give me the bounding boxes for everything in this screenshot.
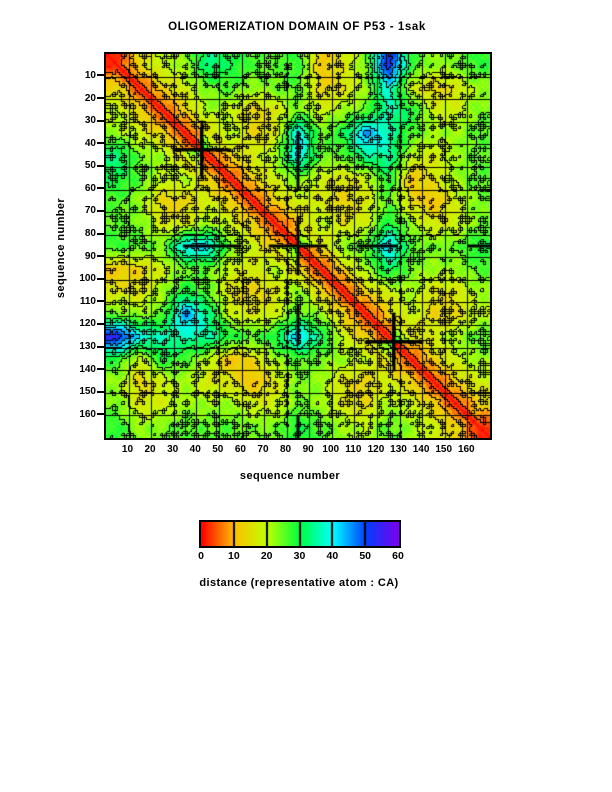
y-tick-mark xyxy=(97,368,105,371)
y-tick-mark xyxy=(97,164,105,167)
colorbar-tick-label: 60 xyxy=(392,550,404,562)
x-tick-label: 70 xyxy=(257,444,269,455)
y-tick-mark xyxy=(97,232,105,235)
y-tick-label: 100 xyxy=(79,273,96,285)
y-tick-mark xyxy=(97,345,105,348)
y-tick-mark xyxy=(97,413,105,416)
x-tick-label: 10 xyxy=(121,444,134,455)
y-tick-label: 140 xyxy=(79,363,96,375)
y-tick-label: 10 xyxy=(84,69,96,81)
y-tick-label: 30 xyxy=(84,115,96,127)
x-tick-label: 160 xyxy=(457,444,475,455)
distance-matrix-heatmap xyxy=(106,54,490,438)
x-tick-label: 50 xyxy=(212,444,224,455)
colorbar-tick-label: 0 xyxy=(198,550,204,562)
y-tick-label: 90 xyxy=(84,250,96,262)
y-tick-label: 130 xyxy=(79,341,96,353)
colorbar-gradient xyxy=(201,522,399,546)
x-tick-label: 140 xyxy=(412,444,430,455)
y-tick-label: 50 xyxy=(84,160,96,172)
x-tick-label: 20 xyxy=(144,444,156,455)
y-tick-mark xyxy=(97,209,105,212)
y-tick-label: 70 xyxy=(84,205,96,217)
x-tick-label: 80 xyxy=(280,444,292,455)
x-tick-label: 150 xyxy=(435,444,453,455)
y-tick-label: 120 xyxy=(79,318,96,330)
x-tick-label: 130 xyxy=(390,444,407,455)
y-tick-mark xyxy=(97,277,105,280)
colorbar-caption: distance (representative atom : CA) xyxy=(199,577,399,589)
x-axis-label: sequence number xyxy=(239,470,341,482)
y-tick-mark xyxy=(97,322,105,325)
y-tick-label: 20 xyxy=(84,92,96,104)
y-tick-label: 150 xyxy=(79,386,96,398)
x-tick-label: 120 xyxy=(367,444,385,455)
y-tick-mark xyxy=(97,119,105,122)
x-tick-label: 60 xyxy=(234,444,246,455)
x-tick-label: 100 xyxy=(322,444,340,455)
colorbar-tick-label: 30 xyxy=(293,550,306,562)
x-tick-label: 90 xyxy=(302,444,314,455)
chart-title: OLIGOMERIZATION DOMAIN OF P53 - 1sak xyxy=(168,21,426,33)
x-tick-label: 110 xyxy=(345,444,362,455)
y-tick-mark xyxy=(97,187,105,190)
y-tick-label: 80 xyxy=(84,228,96,240)
y-tick-label: 160 xyxy=(79,408,96,420)
plot-frame xyxy=(104,52,492,440)
colorbar-tick-label: 40 xyxy=(326,550,339,562)
x-tick-label: 40 xyxy=(189,444,201,455)
y-tick-mark xyxy=(97,255,105,258)
y-tick-mark xyxy=(97,74,105,77)
y-tick-mark xyxy=(97,97,105,100)
colorbar-tick-label: 50 xyxy=(359,550,371,562)
x-tick-label: 30 xyxy=(167,444,179,455)
colorbar-tick-label: 10 xyxy=(227,550,240,562)
y-tick-label: 40 xyxy=(84,137,96,149)
y-tick-mark xyxy=(97,390,105,393)
colorbar-frame xyxy=(199,520,401,548)
y-tick-label: 60 xyxy=(84,182,96,194)
colorbar-tick-label: 20 xyxy=(260,550,273,562)
y-tick-mark xyxy=(97,300,105,303)
y-tick-mark xyxy=(97,142,105,145)
y-tick-label: 110 xyxy=(79,295,96,307)
